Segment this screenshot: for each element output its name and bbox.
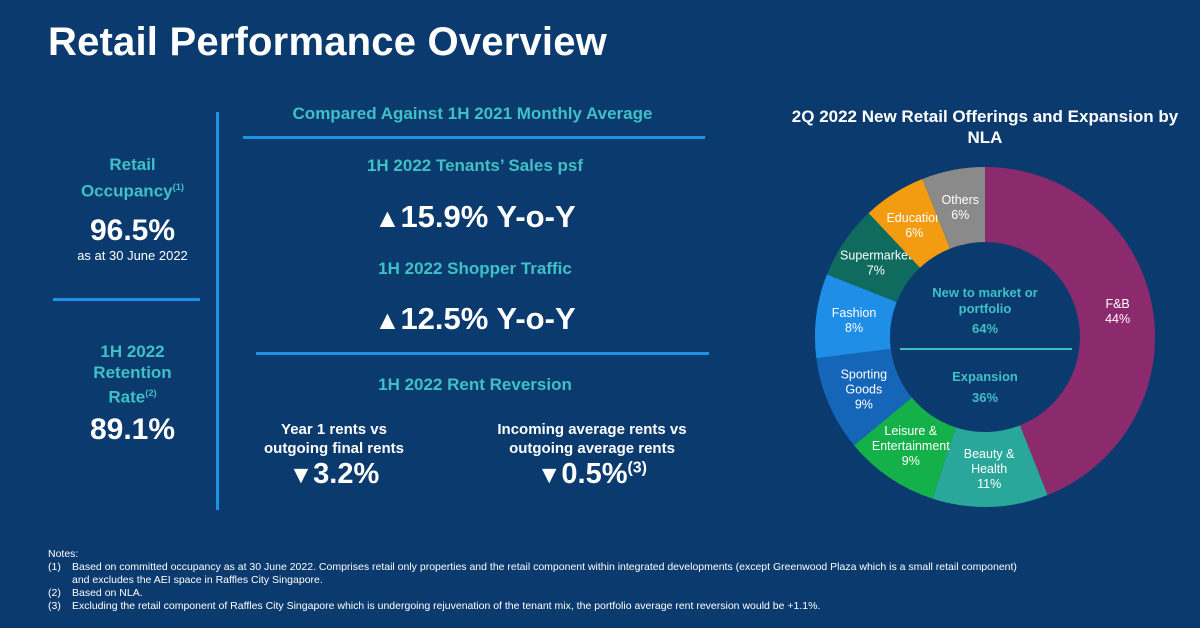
- note-1-num: (1): [48, 561, 61, 573]
- occupancy-note-ref: (1): [172, 182, 185, 192]
- occupancy-label: Retail Occupancy(1): [60, 154, 205, 203]
- left-divider: [53, 298, 200, 301]
- incoming-number: 0.5%: [561, 458, 628, 490]
- occupancy-label-text: Retail Occupancy: [80, 155, 173, 201]
- tenant-sales-number: 15.9% Y-o-Y: [400, 199, 576, 234]
- note-3-num: (3): [48, 600, 61, 612]
- incoming-block: Incoming average rents vs outgoing avera…: [478, 420, 706, 491]
- note-1-line1: Based on committed occupancy as at 30 Ju…: [72, 561, 1017, 573]
- incoming-note-ref: (3): [627, 459, 647, 477]
- slice-label-beauty-health: Beauty & Health 11%: [964, 447, 1015, 491]
- slice-education: [868, 178, 951, 268]
- retention-value: 89.1%: [89, 413, 176, 446]
- center-top-label-1: New to market or: [932, 285, 1037, 300]
- slice-f-b: [985, 167, 1155, 496]
- slice-label-education: Education 6%: [886, 211, 942, 240]
- shopper-traffic-heading: 1H 2022 Shopper Traffic: [378, 259, 572, 278]
- shopper-traffic-value: ▲12.5% Y-o-Y: [240, 301, 710, 337]
- retention-label-line3: Rate: [108, 387, 146, 407]
- tenant-sales-value: ▲15.9% Y-o-Y: [240, 199, 710, 235]
- up-triangle-icon: ▲: [374, 305, 401, 335]
- slice-supermarket: [826, 213, 920, 303]
- rent-reversion-heading: 1H 2022 Rent Reversion: [378, 375, 572, 394]
- center-bottom-label: Expansion: [952, 369, 1018, 384]
- slice-sporting-goods: [816, 348, 912, 446]
- compared-divider: [243, 136, 705, 139]
- slice-others: [922, 167, 985, 249]
- slice-beauty-health: [932, 425, 1048, 508]
- slice-label-fashion: Fashion 8%: [832, 306, 877, 335]
- center-top-value: 64%: [972, 321, 998, 336]
- year1-block: Year 1 rents vs outgoing final rents ▼3.…: [250, 420, 418, 491]
- year1-label-line1: Year 1 rents vs: [281, 421, 387, 438]
- occupancy-value: 96.5%: [89, 214, 176, 247]
- note-1: (1) Based on committed occupancy as at 3…: [48, 561, 1168, 587]
- year1-label-line2: outgoing final rents: [264, 440, 404, 457]
- compared-heading: Compared Against 1H 2021 Monthly Average: [292, 104, 653, 123]
- note-2-line1: Based on NLA.: [72, 587, 143, 599]
- slice-label-sporting-goods: Sporting Goods 9%: [841, 367, 888, 411]
- year1-value: ▼3.2%: [250, 458, 418, 491]
- down-triangle-icon: ▼: [537, 462, 562, 489]
- slice-leisure-entertainment: [854, 397, 956, 499]
- slice-label-f-b: F&B 44%: [1105, 297, 1130, 326]
- up-triangle-icon: ▲: [374, 203, 401, 233]
- retention-label: 1H 2022 Retention Rate(2): [60, 341, 205, 408]
- chart-title: 2Q 2022 New Retail Offerings and Expansi…: [791, 107, 1179, 147]
- note-1-line2: and excludes the AEI space in Raffles Ci…: [72, 574, 323, 586]
- donut-chart: F&B 44% Beauty & Health 11% Leisure & Entertai…: [815, 167, 1155, 508]
- center-bottom-value: 36%: [972, 390, 998, 405]
- down-triangle-icon: ▼: [288, 462, 314, 489]
- note-2-num: (2): [48, 587, 61, 599]
- slice-fashion: [815, 274, 897, 359]
- note-3-line1: Excluding the retail component of Raffle…: [72, 600, 821, 612]
- page-title: Retail Performance Overview: [48, 20, 607, 64]
- notes: Notes: (1) Based on committed occupancy …: [48, 548, 1168, 613]
- retention-note-ref: (2): [145, 388, 157, 398]
- note-3: (3) Excluding the retail component of Ra…: [48, 600, 1168, 613]
- vertical-divider: [216, 112, 219, 510]
- incoming-label-line1: Incoming average rents vs: [497, 421, 687, 438]
- occupancy-date: as at 30 June 2022: [77, 248, 188, 263]
- shopper-traffic-number: 12.5% Y-o-Y: [400, 301, 576, 336]
- center-top-label-2: portfolio: [959, 301, 1012, 316]
- retention-label-line1: 1H 2022: [100, 342, 165, 361]
- rent-divider: [256, 352, 709, 355]
- notes-heading: Notes:: [48, 548, 79, 560]
- incoming-value: ▼0.5%(3): [478, 458, 706, 491]
- note-2: (2) Based on NLA.: [48, 587, 1168, 600]
- tenant-sales-heading: 1H 2022 Tenants’ Sales psf: [366, 156, 584, 175]
- year1-number: 3.2%: [313, 458, 380, 490]
- slice-label-supermarket: Supermarket 7%: [840, 248, 912, 277]
- retention-label-line2: Retention: [93, 363, 172, 382]
- slice-label-others: Others 6%: [942, 193, 980, 222]
- incoming-label-line2: outgoing average rents: [509, 440, 675, 457]
- slice-label-leisure-entertainment: Leisure & Entertainment 9%: [872, 424, 950, 468]
